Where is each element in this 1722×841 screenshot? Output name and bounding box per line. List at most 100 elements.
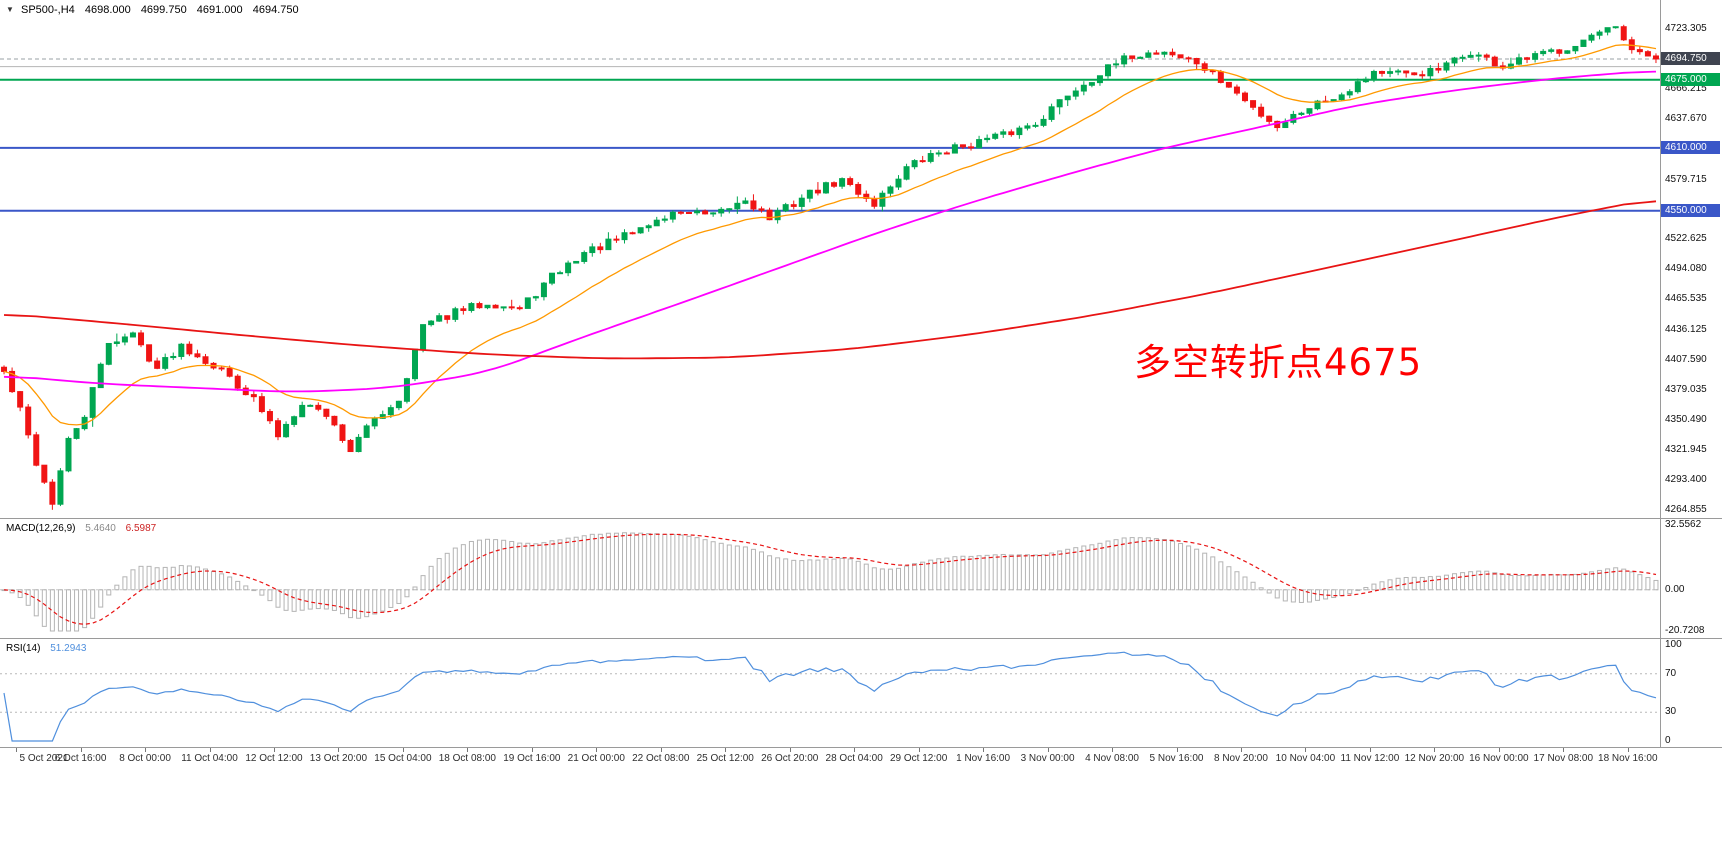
ohlc-low: 4691.000 <box>196 4 243 16</box>
horizontal-lines[interactable] <box>0 66 1660 212</box>
rsi-axis: 100 70 30 0 <box>1660 639 1722 747</box>
time-axis-tick <box>1627 748 1629 752</box>
time-axis-label: 18 Oct 08:00 <box>438 753 496 764</box>
annotation-text[interactable]: 多空转折点4675 <box>1134 341 1423 384</box>
time-axis-tick <box>80 748 82 752</box>
time-axis-label: 8 Nov 20:00 <box>1214 753 1268 764</box>
time-axis-label: 15 Oct 04:00 <box>374 753 432 764</box>
chart-header: ▼ SP500-,H4 4698.000 4699.750 4691.000 4… <box>6 4 299 16</box>
macd-label: MACD(12,26,9) <box>6 523 76 534</box>
time-axis-tick <box>16 748 18 752</box>
price-axis-label: 4321.945 <box>1665 443 1707 455</box>
ma-slow-line <box>3 200 1657 360</box>
macd-axis-label: 0.00 <box>1665 583 1685 595</box>
rsi-axis-label: 70 <box>1665 667 1677 679</box>
time-axis-label: 10 Nov 04:00 <box>1275 753 1336 764</box>
time-axis-tick <box>273 748 275 752</box>
time-axis-tick <box>338 748 340 752</box>
price-axis-label: 4494.080 <box>1665 263 1707 275</box>
time-axis-label: 21 Oct 00:00 <box>567 753 625 764</box>
price-axis-label: 4350.490 <box>1665 414 1707 425</box>
time-axis-tick <box>1498 748 1500 752</box>
time-axis-tick <box>1369 748 1371 752</box>
ohlc-open: 4698.000 <box>84 4 131 16</box>
price-axis-label: 4637.670 <box>1665 112 1707 124</box>
rsi-header: RSI(14) 51.2943 <box>6 643 86 654</box>
time-axis-label: 3 Nov 00:00 <box>1020 753 1075 764</box>
time-axis-label: 6 Oct 16:00 <box>54 753 107 764</box>
macd-axis: 32.5562 0.00 -20.7208 <box>1660 519 1722 637</box>
time-axis-label: 13 Oct 20:00 <box>309 753 368 764</box>
time-axis-tick <box>402 748 404 752</box>
time-axis-label: 11 Oct 04:00 <box>181 753 238 764</box>
time-axis-tick <box>1047 748 1049 752</box>
rsi-axis-label: 30 <box>1665 706 1677 718</box>
symbol-label: SP500-,H4 <box>20 4 75 16</box>
time-axis-tick <box>1240 748 1242 752</box>
time-axis-tick <box>1305 748 1307 752</box>
time-axis-tick <box>660 748 662 752</box>
macd-histogram <box>1 532 1659 632</box>
panel-divider <box>0 518 1722 519</box>
macd-axis-label: -20.7208 <box>1665 625 1705 636</box>
macd-signal-value: 6.5987 <box>125 523 157 534</box>
time-axis-tick <box>596 748 598 752</box>
time-axis-label: 19 Oct 16:00 <box>503 753 561 764</box>
price-tag-4610.000: 4610.000 <box>1661 140 1720 154</box>
time-axis-label: 25 Oct 12:00 <box>696 753 754 764</box>
rsi-line <box>3 651 1657 742</box>
price-axis-label: 4436.125 <box>1665 324 1707 336</box>
time-axis-tick <box>918 748 920 752</box>
time-axis-label: 1 Nov 16:00 <box>956 753 1011 764</box>
macd-chart[interactable] <box>0 519 1722 637</box>
time-axis-label: 5 Oct 2021 <box>19 753 69 764</box>
symbol-marker-icon: ▼ <box>6 5 14 14</box>
price-axis-label: 4666.215 <box>1665 82 1707 94</box>
price-tag-4550.000: 4550.000 <box>1661 203 1720 217</box>
time-axis-label: 4 Nov 08:00 <box>1085 753 1139 764</box>
time-axis-tick <box>467 748 469 752</box>
time-axis-tick <box>145 748 147 752</box>
price-axis-label: 4579.715 <box>1665 173 1707 185</box>
time-axis-tick <box>1434 748 1436 752</box>
time-axis-tick <box>725 748 727 752</box>
candles <box>1 24 1659 510</box>
panel-divider <box>0 638 1722 639</box>
rsi-axis-label: 0 <box>1665 735 1671 746</box>
time-axis-tick <box>1176 748 1178 752</box>
main-chart[interactable] <box>0 0 1722 517</box>
macd-signal-line <box>3 533 1657 625</box>
macd-main-value: 5.4640 <box>85 523 116 534</box>
price-axis-label: 4379.035 <box>1665 384 1707 396</box>
time-axis-tick <box>1563 748 1565 752</box>
time-axis-label: 18 Nov 16:00 <box>1598 753 1658 764</box>
time-axis-label: 17 Nov 08:00 <box>1533 753 1594 764</box>
time-axis-label: 5 Nov 16:00 <box>1149 753 1204 764</box>
price-axis[interactable]: 4723.305 4666.215 4637.670 4579.715 4522.625… <box>1660 0 1722 517</box>
price-axis-label: 4264.855 <box>1665 503 1707 515</box>
ohlc-high: 4699.750 <box>140 4 187 16</box>
price-axis-label: 4522.625 <box>1665 233 1707 245</box>
axis-separator <box>1660 0 1661 747</box>
macd-header: MACD(12,26,9) 5.4640 6.5987 <box>6 523 156 534</box>
time-axis-label: 12 Nov 20:00 <box>1404 753 1465 764</box>
rsi-chart[interactable] <box>0 639 1722 747</box>
price-axis-label: 4465.535 <box>1665 293 1707 305</box>
price-axis-label: 4723.305 <box>1665 23 1707 35</box>
time-axis-tick <box>854 748 856 752</box>
panel-divider <box>0 747 1722 748</box>
time-axis-tick <box>531 748 533 752</box>
time-axis-label: 28 Oct 04:00 <box>825 753 883 764</box>
time-axis-label: 12 Oct 12:00 <box>245 753 303 764</box>
time-axis-label: 26 Oct 20:00 <box>761 753 819 764</box>
time-axis-tick <box>983 748 985 752</box>
rsi-axis-label: 100 <box>1665 639 1682 650</box>
rsi-label: RSI(14) <box>6 643 41 654</box>
price-tag-4675.000: 4675.000 <box>1661 72 1720 86</box>
ohlc-close: 4694.750 <box>252 4 299 16</box>
time-axis-label: 29 Oct 12:00 <box>890 753 948 764</box>
time-axis[interactable]: 5 Oct 2021 6 Oct 16:00 8 Oct 00:00 11 Oct 0… <box>0 748 1722 770</box>
ma-mid-line <box>3 70 1657 393</box>
time-axis-tick <box>789 748 791 752</box>
